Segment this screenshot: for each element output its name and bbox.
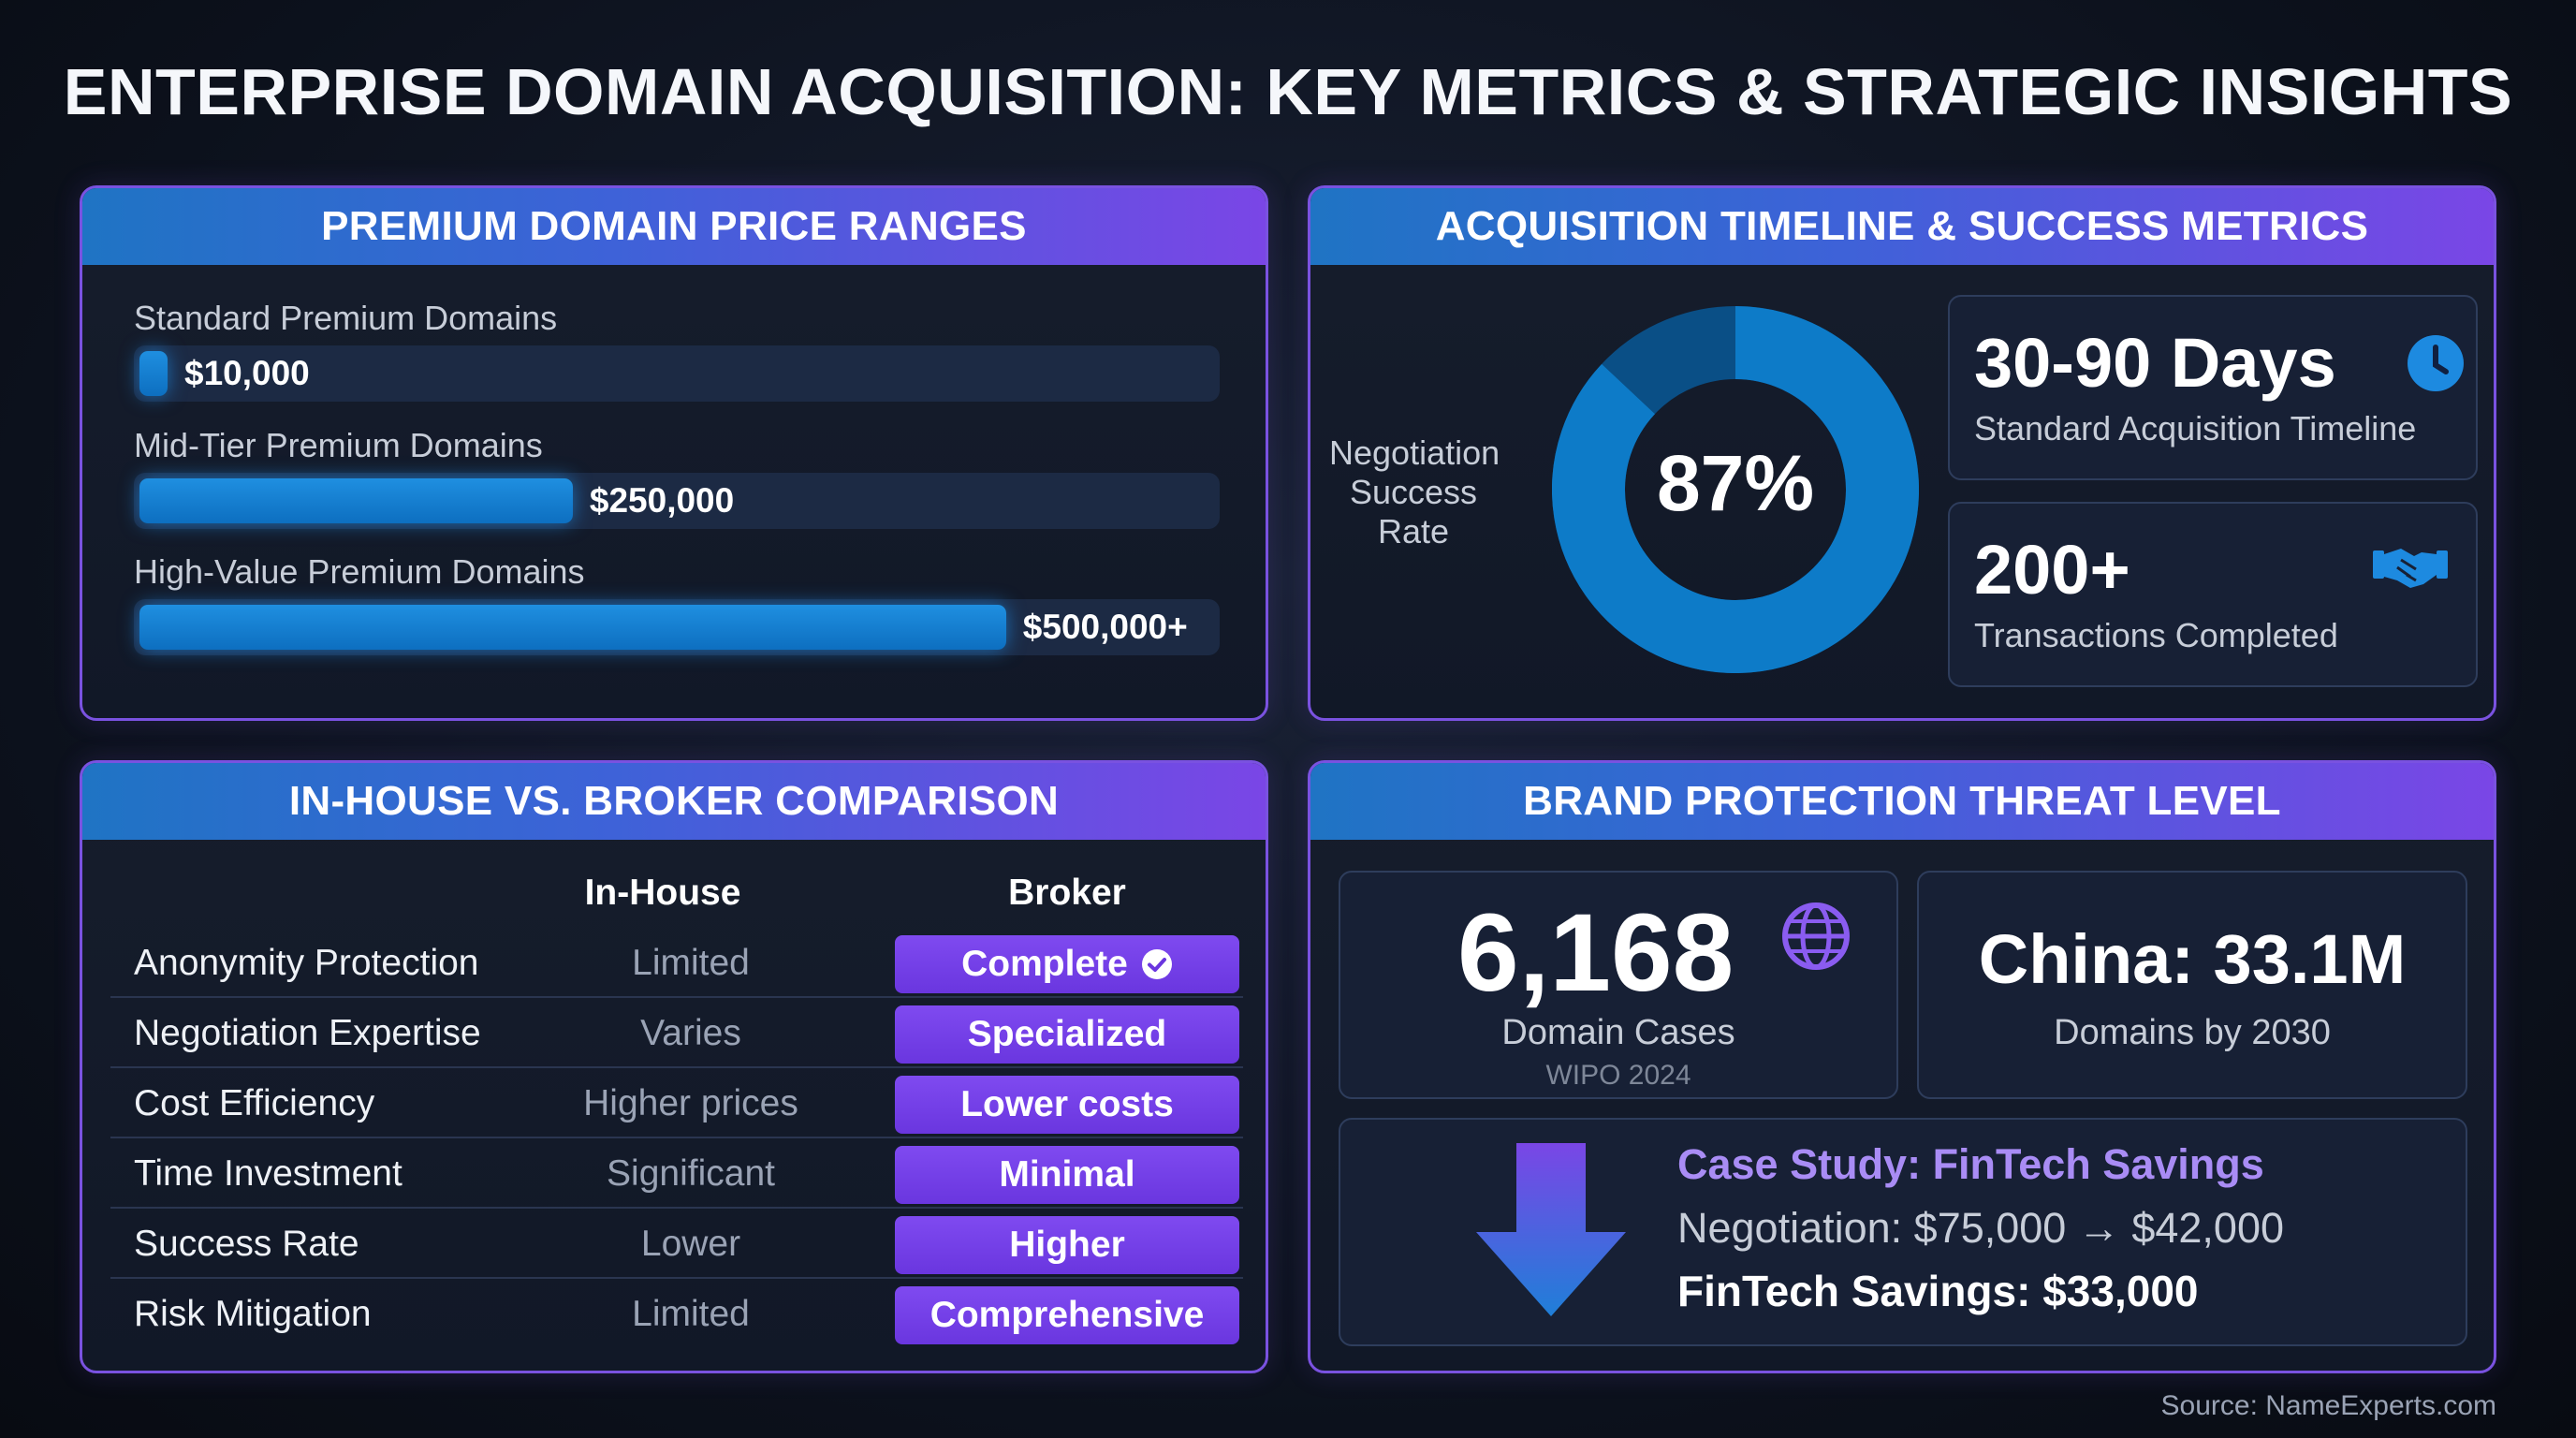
inhouse-value: Higher prices xyxy=(583,1083,798,1123)
timeline-panel: ACQUISITION TIMELINE & SUCCESS METRICS N… xyxy=(1308,185,2496,721)
price-value-label: $250,000 xyxy=(589,481,735,520)
price-tier-label: Standard Premium Domains xyxy=(134,299,558,337)
donut-success-arc xyxy=(1552,306,1919,673)
success-rate-donut: 87% xyxy=(1552,306,1919,673)
broker-value: Comprehensive xyxy=(929,1295,1205,1335)
china-domains-count: China: 33.1M xyxy=(1978,920,2407,998)
price-bar xyxy=(139,605,1006,650)
inhouse-value: Varies xyxy=(640,1013,741,1053)
price-value-label: $10,000 xyxy=(184,354,310,392)
broker-badge: Higher xyxy=(895,1216,1239,1274)
timeline-stat-card: 30-90 Days Standard Acquisition Timeline xyxy=(1948,295,2478,480)
inhouse-value: Limited xyxy=(632,943,750,983)
table-row: Cost Efficiency Higher prices Lower cost… xyxy=(110,1068,1243,1138)
broker-badge: Specialized xyxy=(895,1005,1239,1064)
case-study-title: Case Study: FinTech Savings xyxy=(1677,1140,2264,1188)
donut-center-label: 87% xyxy=(1657,439,1814,527)
table-row: Negotiation Expertise Varies Specialized xyxy=(110,998,1243,1068)
transactions-label: Transactions Completed xyxy=(1974,616,2338,654)
source-credit: Source: NameExperts.com xyxy=(2160,1390,2496,1421)
transactions-stat-card: 200+ Transactions Completed xyxy=(1948,502,2478,687)
price-bar-track: $250,000 xyxy=(134,473,1220,529)
broker-badge: Minimal xyxy=(895,1146,1239,1204)
price-bar-track: $500,000+ xyxy=(134,599,1220,655)
row-label: Negotiation Expertise xyxy=(134,1013,481,1053)
inhouse-value: Lower xyxy=(640,1224,741,1264)
comparison-header: IN-HOUSE VS. BROKER COMPARISON xyxy=(82,763,1266,840)
domain-cases-card: 6,168 Domain Cases WIPO 2024 xyxy=(1339,871,1898,1099)
domain-cases-label: Domain Cases xyxy=(1501,1013,1735,1052)
case-study-negotiation: Negotiation: $75,000 → $42,000 xyxy=(1677,1204,2284,1252)
inhouse-value: Significant xyxy=(607,1153,775,1194)
table-row: Success Rate Lower Higher xyxy=(110,1209,1243,1279)
domain-cases-source: WIPO 2024 xyxy=(1545,1060,1691,1091)
broker-badge: Lower costs xyxy=(895,1076,1239,1134)
handshake-icon xyxy=(2373,549,2448,588)
price-ranges-panel: PREMIUM DOMAIN PRICE RANGES Standard Pre… xyxy=(80,185,1268,721)
row-label: Risk Mitigation xyxy=(134,1294,372,1334)
price-bar-track: $10,000 xyxy=(134,345,1220,402)
globe-icon xyxy=(1782,902,1850,970)
row-label: Time Investment xyxy=(134,1153,402,1194)
broker-value: Complete xyxy=(961,944,1128,984)
broker-badge: Comprehensive xyxy=(895,1286,1239,1344)
domain-cases-count: 6,168 xyxy=(1457,891,1734,1015)
table-row: Anonymity Protection Limited Complete xyxy=(110,928,1243,998)
arrow-down-icon xyxy=(1476,1143,1626,1316)
price-tier-label: High-Value Premium Domains xyxy=(134,552,585,591)
broker-value: Minimal xyxy=(999,1154,1135,1195)
price-tier-label: Mid-Tier Premium Domains xyxy=(134,426,543,464)
inhouse-value: Limited xyxy=(632,1294,750,1334)
column-header-inhouse: In-House xyxy=(584,873,741,913)
page-title: ENTERPRISE DOMAIN ACQUISITION: KEY METRI… xyxy=(63,55,2513,128)
broker-value: Lower costs xyxy=(960,1084,1174,1124)
price-bar xyxy=(139,351,168,396)
case-study-card: Case Study: FinTech Savings Negotiation:… xyxy=(1339,1118,2467,1346)
transactions-count: 200+ xyxy=(1974,531,2130,609)
broker-value: Higher xyxy=(1009,1225,1125,1265)
row-label: Anonymity Protection xyxy=(134,943,479,983)
price-ranges-header: PREMIUM DOMAIN PRICE RANGES xyxy=(82,188,1266,265)
comparison-panel: IN-HOUSE VS. BROKER COMPARISON In-House … xyxy=(80,760,1268,1373)
price-bar xyxy=(139,478,573,523)
row-label: Success Rate xyxy=(134,1224,359,1264)
case-study-savings: FinTech Savings: $33,000 xyxy=(1677,1267,2199,1315)
threat-panel: BRAND PROTECTION THREAT LEVEL 6,168 Doma… xyxy=(1308,760,2496,1373)
timeline-days: 30-90 Days xyxy=(1974,324,2336,402)
table-row: Time Investment Significant Minimal xyxy=(110,1138,1243,1209)
success-rate-label: Negotiation Success Rate xyxy=(1329,433,1500,550)
row-label: Cost Efficiency xyxy=(134,1083,375,1123)
broker-value: Specialized xyxy=(967,1014,1167,1054)
table-row: Risk Mitigation Limited Comprehensive xyxy=(110,1279,1243,1349)
column-header-broker: Broker xyxy=(1008,873,1126,913)
price-value-label: $500,000+ xyxy=(1022,608,1188,646)
clock-icon xyxy=(2408,335,2464,391)
china-domains-card: China: 33.1M Domains by 2030 xyxy=(1917,871,2467,1099)
timeline-days-label: Standard Acquisition Timeline xyxy=(1974,409,2417,448)
threat-header: BRAND PROTECTION THREAT LEVEL xyxy=(1310,763,2494,840)
broker-badge: Complete xyxy=(895,935,1239,993)
timeline-header: ACQUISITION TIMELINE & SUCCESS METRICS xyxy=(1310,188,2494,265)
check-circle-icon xyxy=(1141,949,1172,979)
china-domains-label: Domains by 2030 xyxy=(2054,1013,2331,1052)
